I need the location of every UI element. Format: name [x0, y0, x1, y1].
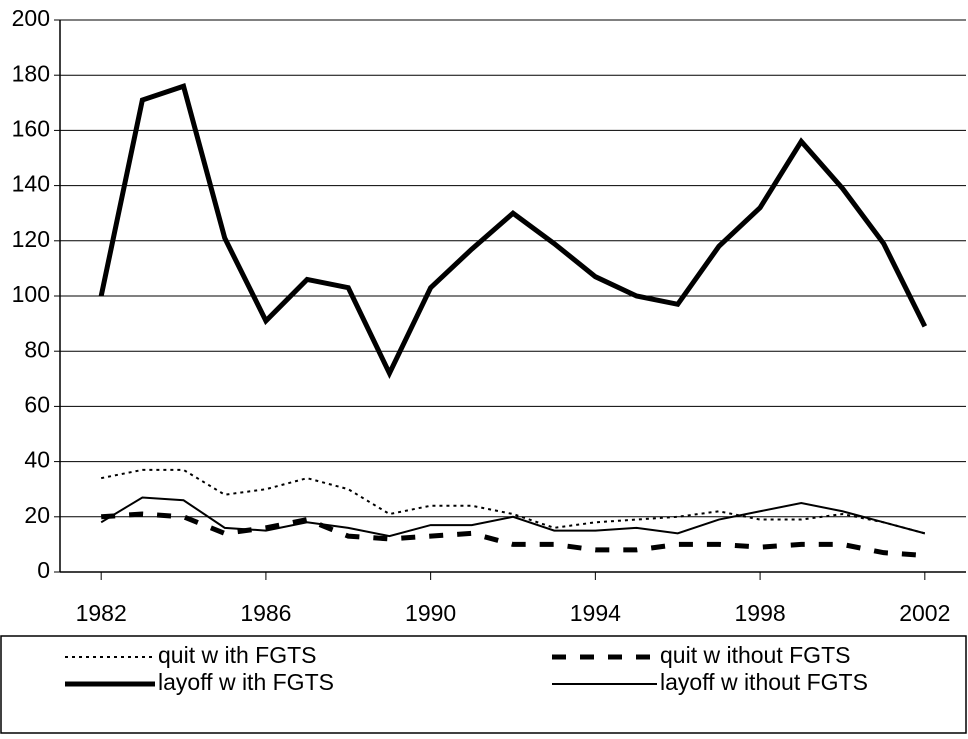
x-tick-label: 1986 [240, 600, 291, 626]
y-tick-label: 0 [37, 557, 50, 583]
y-tick-label: 40 [24, 447, 50, 473]
series-line [101, 511, 925, 558]
x-tick-label: 1998 [735, 600, 786, 626]
y-tick-label: 60 [24, 391, 50, 417]
x-tick-label: 1994 [570, 600, 621, 626]
y-tick-label: 140 [12, 171, 50, 197]
series-line [100, 496, 926, 538]
legend-label: quit w ith FGTS [158, 642, 316, 668]
legend-label: quit w ithout FGTS [660, 642, 850, 668]
legend-box [0, 635, 967, 734]
y-tick-label: 180 [12, 60, 50, 86]
y-tick-label: 80 [24, 336, 50, 362]
y-tick-label: 20 [24, 502, 50, 528]
legend-label: layoff w ith FGTS [158, 669, 334, 695]
legend-label: layoff w ithout FGTS [660, 669, 868, 695]
y-tick-label: 100 [12, 281, 50, 307]
y-tick-label: 120 [12, 226, 50, 252]
series-line [98, 83, 928, 380]
x-tick-label: 2002 [899, 600, 950, 626]
y-tick-label: 160 [12, 115, 50, 141]
x-tick-label: 1990 [405, 600, 456, 626]
x-tick-label: 1982 [76, 600, 127, 626]
y-tick-label: 200 [12, 5, 50, 31]
series-line [100, 468, 926, 535]
